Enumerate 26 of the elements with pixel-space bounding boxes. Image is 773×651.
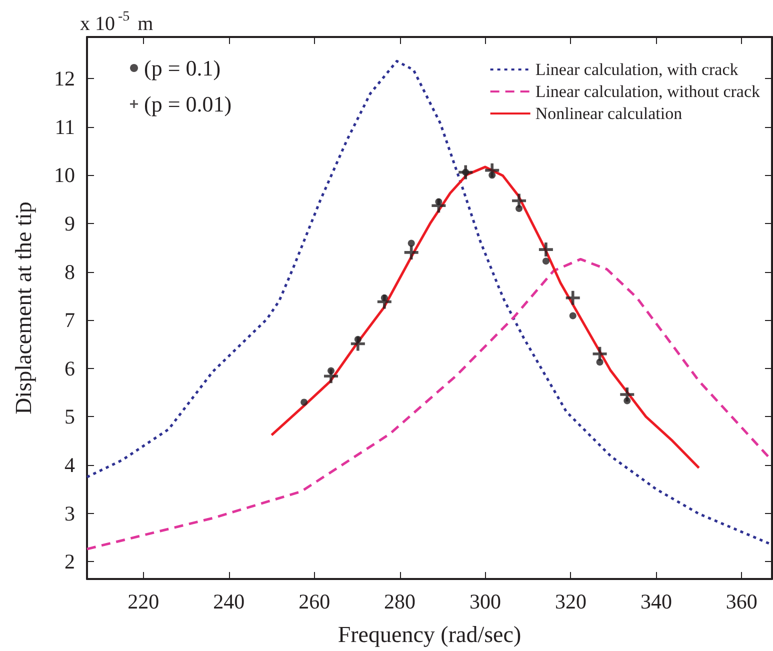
x-tick-label: 300 xyxy=(470,590,502,614)
y-tick-label: 11 xyxy=(54,114,75,139)
x-tick-label: 360 xyxy=(726,590,758,614)
y-tick-label: 9 xyxy=(64,211,75,236)
y-tick-label: 4 xyxy=(64,452,76,477)
y-tick-label: 8 xyxy=(64,260,75,284)
legend-label: (p = 0.01) xyxy=(144,92,232,116)
y-tick-label: 7 xyxy=(64,308,75,332)
x-tick-label: 240 xyxy=(213,590,245,614)
legend-label: Linear calculation, without crack xyxy=(535,82,760,101)
y-tick-label: 5 xyxy=(64,404,75,429)
x-tick-label: 280 xyxy=(384,590,416,614)
x-tick-label: 220 xyxy=(128,590,160,614)
y-tick-label: 3 xyxy=(64,501,75,526)
y-tick-label: 2 xyxy=(64,550,75,574)
y-axis-title: Displacement at the tip xyxy=(11,202,36,414)
legend-label: Linear calculation, with crack xyxy=(535,60,739,79)
x-tick-label: 340 xyxy=(640,590,672,614)
legend-label: Nonlinear calculation xyxy=(535,104,683,123)
x-tick-label: 260 xyxy=(298,590,330,614)
y-tick-label: 10 xyxy=(54,163,75,188)
y-tick-label: 6 xyxy=(64,356,75,380)
x-axis-title: Frequency (rad/sec) xyxy=(338,622,522,647)
legend-label: (p = 0.1) xyxy=(144,56,221,80)
x-tick-label: 320 xyxy=(554,590,586,614)
y-tick-label: 12 xyxy=(54,66,75,91)
